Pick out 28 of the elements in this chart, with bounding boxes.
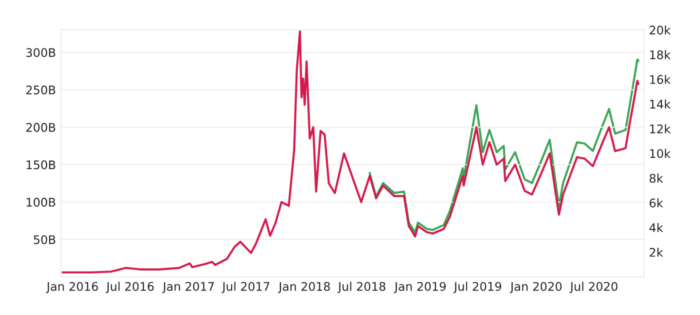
y-tick-label: 200B — [26, 122, 56, 132]
y2-tick-label: 18k — [650, 50, 671, 60]
line-series — [368, 58, 640, 234]
y2-tick-label: 10k — [650, 148, 671, 158]
x-tick-label: Jan 2017 — [162, 282, 214, 294]
x-tick-label: Jul 2017 — [222, 282, 270, 294]
x-tick-label: Jan 2016 — [46, 282, 98, 294]
y-tick-label: 250B — [26, 86, 56, 94]
x-tick-label: Jul 2016 — [106, 282, 154, 294]
x-tick-label: Jan 2020 — [510, 282, 562, 294]
x-tick-label: Jul 2020 — [570, 282, 618, 294]
y2-tick-label: 4k — [649, 223, 664, 232]
y-tick-label: 150B — [26, 160, 56, 170]
x-tick-label: Jul 2019 — [453, 282, 502, 294]
y2-tick-label: 16k — [650, 74, 671, 84]
x-tick-label: Jul 2018 — [338, 282, 386, 294]
y-tick-label: 300B — [26, 48, 56, 58]
line-series — [62, 30, 640, 274]
x-tick-label: Jan 2018 — [278, 282, 330, 294]
y2-tick-label: 14k — [650, 100, 671, 108]
y-tick-label: 50B — [34, 235, 56, 244]
y2-tick-label: 20k — [650, 25, 671, 35]
y-tick-label: 100B — [26, 198, 56, 207]
y2-tick-label: 8k — [650, 174, 664, 183]
y2-tick-label: 2k — [650, 248, 664, 257]
y2-tick-label: 12k — [650, 124, 671, 134]
x-tick-label: Jan 2019 — [394, 282, 446, 294]
y2-tick-label: 6k — [650, 198, 664, 208]
